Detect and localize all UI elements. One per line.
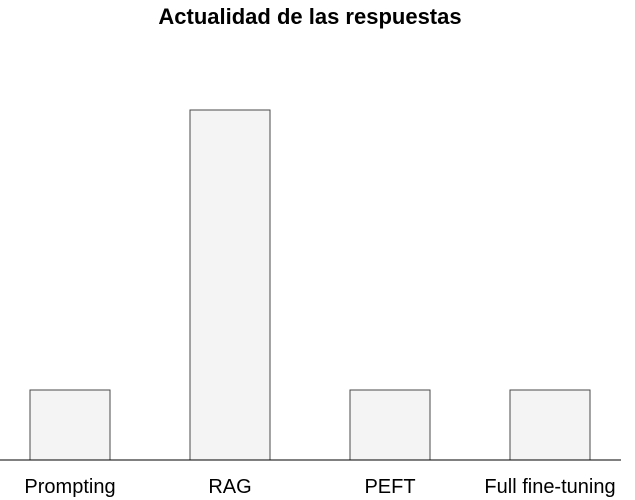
chart-title: Actualidad de las respuestas — [158, 4, 461, 29]
bar-prompting — [29, 389, 111, 461]
x-tick-label-peft: PEFT — [364, 476, 415, 498]
bars-group — [29, 109, 591, 461]
bar-full-fine-tuning — [509, 389, 591, 461]
x-tick-labels: Prompting RAG PEFT Full fine-tuning — [24, 476, 615, 498]
x-tick-label-full-fine-tuning: Full fine-tuning — [484, 476, 615, 498]
bar-peft — [349, 389, 431, 461]
x-tick-label-prompting: Prompting — [24, 476, 115, 498]
x-tick-label-rag: RAG — [208, 476, 251, 498]
bar-rag — [189, 109, 271, 461]
